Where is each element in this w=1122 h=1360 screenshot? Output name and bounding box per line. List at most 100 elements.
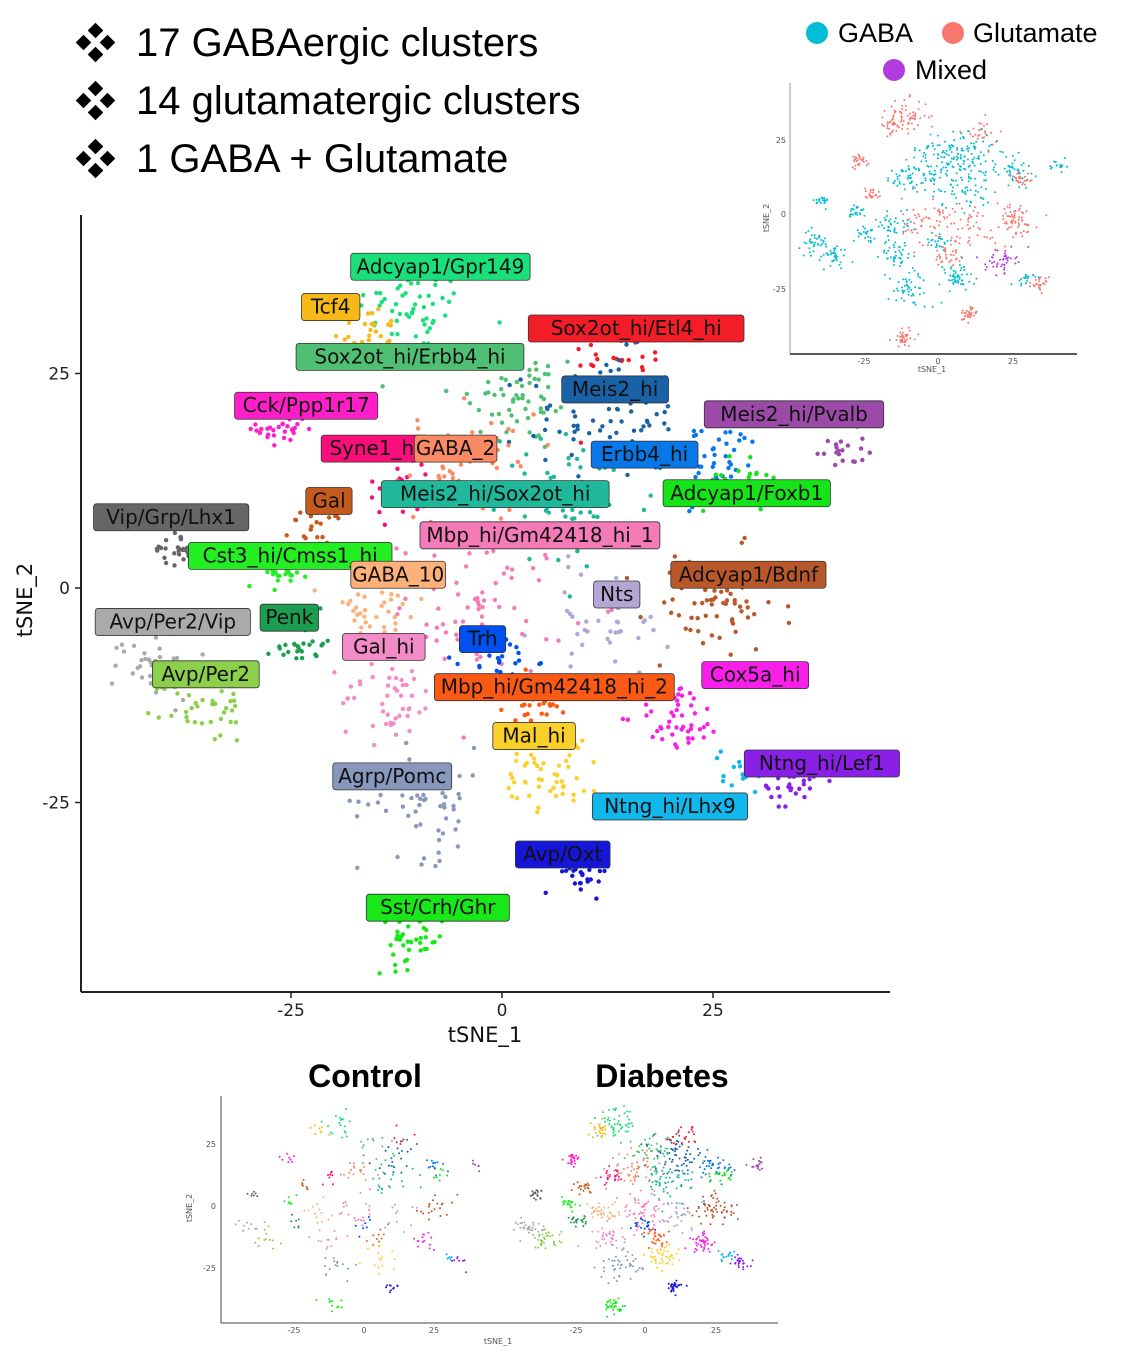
condition-cell-point: [574, 1225, 577, 1228]
condition-cell-point: [439, 1168, 442, 1170]
condition-cell-point: [415, 1209, 418, 1212]
cell-point: [163, 538, 169, 543]
inset-cell-point: [903, 242, 906, 244]
inset-cell-point: [1017, 261, 1020, 263]
condition-cell-point: [387, 1164, 390, 1167]
condition-cell-point: [615, 1280, 618, 1283]
inset-cell-point: [992, 168, 995, 171]
cell-point: [295, 649, 300, 654]
condition-cell-point: [586, 1182, 589, 1185]
inset-cell-point: [1010, 245, 1013, 248]
cell-point: [737, 764, 743, 769]
condition-cell-point: [661, 1245, 664, 1248]
inset-cell-point: [1014, 257, 1017, 260]
inset-cell-point: [1013, 212, 1016, 215]
inset-cell-point: [960, 147, 963, 150]
inset-cell-point: [1007, 226, 1010, 229]
condition-cell-point: [603, 1168, 606, 1170]
inset-cell-point: [911, 187, 914, 190]
condition-cell-point: [664, 1163, 666, 1166]
inset-cell-point: [1023, 183, 1026, 186]
inset-cell-point: [950, 144, 953, 147]
condition-cell-point: [583, 1215, 586, 1217]
inset-cell-point: [815, 198, 818, 201]
cell-point: [701, 508, 706, 514]
condition-cell-point: [630, 1165, 633, 1168]
cell-point: [528, 752, 534, 757]
inset-cell-point: [818, 259, 821, 261]
condition-cell-point: [523, 1221, 526, 1224]
condition-cell-point: [671, 1171, 673, 1174]
condition-cell-point: [384, 1149, 387, 1152]
inset-cell-point: [888, 121, 891, 124]
inset-cell-point: [898, 256, 901, 259]
inset-cell-point: [1003, 268, 1006, 271]
cell-point: [336, 516, 341, 521]
condition-cell-point: [704, 1240, 707, 1243]
cell-point: [374, 614, 379, 620]
condition-cell-point: [372, 1177, 375, 1180]
cell-point: [142, 651, 147, 656]
condition-cell-point: [700, 1222, 702, 1225]
cell-point: [578, 870, 583, 875]
condition-cell-point: [657, 1150, 660, 1153]
inset-cell-point: [929, 133, 932, 136]
inset-cell-point: [898, 249, 901, 252]
condition-cell-point: [390, 1157, 393, 1160]
cell-point: [470, 430, 475, 435]
cell-point: [507, 507, 512, 513]
condition-cell-point: [685, 1164, 688, 1167]
condition-cell-point: [677, 1131, 680, 1134]
cell-point: [539, 711, 544, 716]
cluster-label-text: Sox2ot_hi/Erbb4_hi: [314, 344, 505, 368]
condition-cell-point: [665, 1245, 668, 1248]
condition-cell-point: [378, 1244, 381, 1247]
condition-cell-point: [621, 1305, 624, 1308]
inset-cell-point: [968, 236, 971, 239]
condition-cell-point: [450, 1256, 453, 1258]
inset-cell-point: [876, 196, 879, 199]
inset-cell-point: [899, 340, 902, 343]
condition-cell-point: [612, 1127, 615, 1130]
inset-cell-point: [893, 111, 896, 114]
cell-point: [531, 756, 537, 761]
condition-cell-point: [441, 1169, 444, 1172]
condition-cell-point: [391, 1139, 393, 1142]
condition-cell-point: [340, 1211, 343, 1214]
cell-point: [786, 620, 792, 626]
cell-point: [625, 472, 630, 478]
cluster-label-text: Penk: [265, 605, 313, 629]
cell-point: [363, 620, 368, 625]
inset-cell-point: [890, 169, 893, 172]
condition-cell-point: [611, 1203, 614, 1206]
cell-point: [451, 291, 456, 296]
cell-point: [712, 452, 717, 458]
condition-cell-point: [615, 1239, 618, 1242]
inset-cell-point: [903, 222, 906, 225]
cell-point: [376, 306, 381, 312]
cell-point: [413, 824, 419, 829]
inset-cell-point: [1021, 181, 1024, 184]
inset-cell-point: [811, 241, 814, 244]
condition-cell-point: [684, 1213, 687, 1216]
condition-cell-point: [579, 1204, 581, 1207]
condition-cell-point: [582, 1225, 585, 1228]
condition-cell-point: [622, 1247, 625, 1250]
inset-cell-point: [1015, 231, 1017, 234]
inset-cell-point: [889, 277, 891, 280]
inset-cell-point: [895, 254, 897, 257]
condition-cell-point: [698, 1152, 701, 1154]
condition-cell-point: [636, 1161, 638, 1164]
condition-cell-point: [306, 1188, 309, 1191]
condition-cell-point: [348, 1161, 351, 1164]
condition-cell-point: [742, 1262, 745, 1265]
condition-cell-point: [758, 1163, 761, 1165]
condition-cell-point: [336, 1262, 339, 1264]
inset-cell-point: [955, 202, 958, 205]
inset-cell-point: [976, 137, 979, 140]
condition-cell-point: [655, 1142, 658, 1145]
condition-cell-point: [655, 1266, 658, 1269]
condition-cell-point: [666, 1192, 669, 1194]
inset-cell-point: [938, 213, 941, 216]
cell-point: [563, 514, 568, 519]
